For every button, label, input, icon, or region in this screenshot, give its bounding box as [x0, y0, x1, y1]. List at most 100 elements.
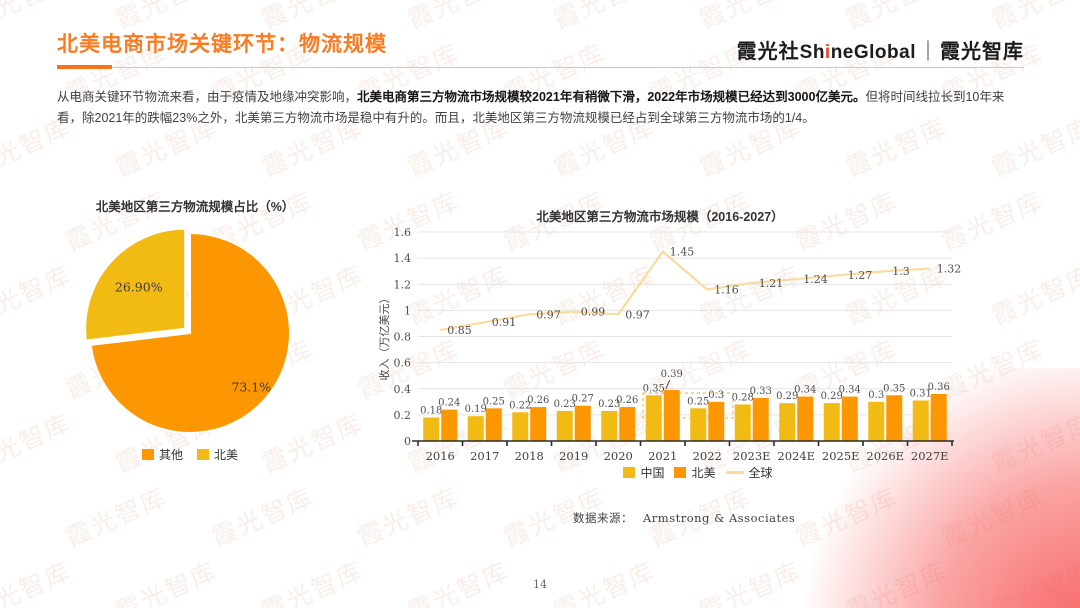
- svg-text:1.3: 1.3: [892, 265, 910, 278]
- svg-text:0.4: 0.4: [394, 383, 412, 396]
- legend-swatch: [197, 449, 209, 460]
- bar: [708, 401, 725, 441]
- highlight-annotation: [642, 392, 734, 419]
- bar: [912, 400, 929, 441]
- svg-text:0.28: 0.28: [732, 392, 754, 403]
- bar: [663, 390, 680, 441]
- svg-text:26.90%: 26.90%: [115, 280, 163, 295]
- svg-text:2019: 2019: [559, 449, 588, 463]
- svg-text:1.16: 1.16: [714, 284, 739, 297]
- svg-text:1.2: 1.2: [394, 278, 412, 291]
- bar: [601, 410, 618, 441]
- bar: [645, 395, 662, 441]
- intro-paragraph: 从电商关键环节物流来看，由于疫情及地缘冲突影响，北美电商第三方物流市场规模较20…: [57, 90, 1005, 125]
- svg-text:0.3: 0.3: [868, 390, 884, 401]
- svg-text:2016: 2016: [426, 449, 455, 463]
- legend-swatch: [674, 467, 687, 478]
- svg-text:0.25: 0.25: [483, 396, 505, 407]
- bar: [868, 401, 885, 441]
- svg-text:1.45: 1.45: [670, 246, 695, 259]
- logo-cn: 霞光社: [736, 41, 800, 63]
- legend-line-swatch: [725, 471, 744, 474]
- svg-text:2021: 2021: [648, 449, 677, 463]
- bar: [886, 395, 903, 441]
- bar: [512, 412, 529, 441]
- pie-slice-其他: [89, 231, 291, 434]
- bar: [485, 408, 502, 441]
- pie-slice-北美: [84, 227, 187, 342]
- logo-red-i: i: [824, 42, 831, 63]
- bar: [930, 393, 947, 441]
- pie-chart-title: 北美地区第三方物流规模占比（%）: [95, 200, 295, 214]
- svg-text:2027E: 2027E: [911, 449, 949, 463]
- bar: [441, 409, 458, 441]
- svg-text:0.26: 0.26: [616, 395, 638, 406]
- combo-legend-item-全球: 全球: [725, 464, 773, 481]
- svg-text:2017: 2017: [470, 449, 499, 463]
- intro-bold-highlight: 北美电商第三方物流市场规模较2021年有稍微下滑，2022年市场规模已经达到30…: [357, 90, 866, 104]
- svg-text:0.27: 0.27: [572, 394, 594, 405]
- page-number: 14: [533, 578, 547, 591]
- svg-text:1.4: 1.4: [394, 252, 412, 265]
- svg-text:0.99: 0.99: [581, 306, 606, 319]
- svg-text:0.85: 0.85: [447, 324, 472, 337]
- bar: [779, 403, 796, 441]
- svg-text:1.27: 1.27: [848, 269, 873, 282]
- svg-text:1.24: 1.24: [803, 273, 828, 286]
- pie-legend-item-其他: 其他: [141, 446, 183, 463]
- logo-suffix: 霞光智库: [940, 41, 1024, 63]
- combo-legend-item-中国: 中国: [623, 464, 664, 481]
- svg-text:收入（万亿美元）: 收入（万亿美元）: [377, 293, 391, 381]
- svg-text:2020: 2020: [604, 449, 633, 463]
- svg-text:73.1%: 73.1%: [231, 379, 271, 394]
- svg-text:2023E: 2023E: [733, 449, 771, 463]
- combo-legend: 中国 北美 全球: [398, 464, 998, 481]
- svg-text:0.24: 0.24: [438, 398, 460, 409]
- line-series-全球: [440, 250, 930, 332]
- svg-text:0.34: 0.34: [839, 385, 861, 396]
- svg-text:0.39: 0.39: [661, 369, 683, 380]
- svg-text:0.18: 0.18: [420, 405, 442, 416]
- bar: [752, 397, 769, 441]
- logo-en: ShineGlobal: [799, 42, 916, 63]
- bar: [734, 404, 751, 441]
- svg-text:0.26: 0.26: [527, 395, 549, 406]
- svg-text:0.25: 0.25: [687, 396, 709, 407]
- bar: [556, 410, 573, 441]
- svg-text:2022: 2022: [693, 449, 722, 463]
- bar: [690, 408, 707, 441]
- bar: [423, 417, 440, 441]
- svg-text:2024E: 2024E: [777, 449, 815, 463]
- svg-text:0.2: 0.2: [394, 409, 412, 422]
- svg-text:0.97: 0.97: [625, 308, 650, 321]
- title-divider-accent: [57, 65, 112, 69]
- svg-text:0.3: 0.3: [708, 390, 724, 401]
- svg-text:0.8: 0.8: [394, 331, 412, 344]
- svg-text:2026E: 2026E: [866, 449, 904, 463]
- bar: [797, 396, 814, 441]
- pie-legend: 其他 北美: [50, 446, 330, 463]
- combo-chart-title: 北美地区第三方物流市场规模（2016-2027）: [536, 210, 784, 224]
- svg-text:2025E: 2025E: [822, 449, 860, 463]
- svg-text:0.36: 0.36: [928, 382, 950, 393]
- data-source: 数据来源： Armstrong & Associates: [573, 510, 795, 526]
- brand-logo: 霞光社 ShineGlobal ｜霞光智库: [737, 35, 1024, 64]
- bar: [574, 405, 591, 441]
- svg-text:0.34: 0.34: [794, 385, 816, 396]
- svg-text:0: 0: [404, 435, 411, 448]
- data-source-label: 数据来源：: [573, 511, 633, 525]
- svg-text:0.19: 0.19: [465, 404, 487, 415]
- svg-text:0.29: 0.29: [776, 391, 798, 402]
- page-title: 北美电商市场关键环节：物流规模: [57, 33, 387, 56]
- bar: [841, 396, 858, 441]
- bar: [467, 416, 484, 441]
- svg-text:1.32: 1.32: [937, 263, 962, 276]
- combo-chart: 00.20.40.60.811.21.41.6收入（万亿美元）0.18 0.19 0…: [377, 226, 962, 463]
- svg-text:0.35: 0.35: [883, 383, 905, 394]
- legend-swatch: [141, 449, 154, 460]
- svg-text:0.22: 0.22: [509, 400, 531, 411]
- svg-text:0.97: 0.97: [536, 308, 561, 321]
- title-divider: [57, 65, 1024, 69]
- svg-text:1.21: 1.21: [759, 277, 784, 290]
